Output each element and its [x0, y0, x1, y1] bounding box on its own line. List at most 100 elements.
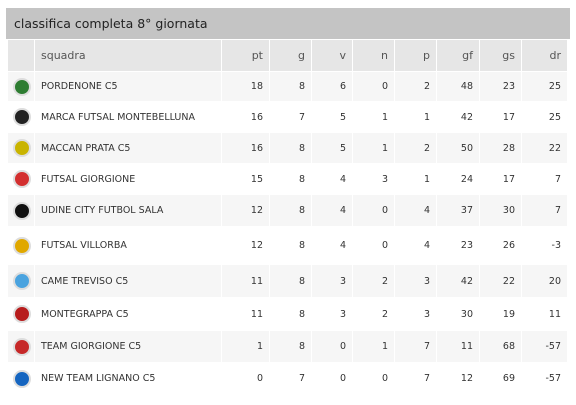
team-logo	[13, 272, 31, 290]
stat-cell: 2	[395, 72, 437, 101]
stat-cell: 4	[312, 227, 353, 264]
stat-cell: 1	[395, 102, 437, 132]
stat-cell: 4	[312, 164, 353, 194]
logo-cell	[8, 102, 35, 132]
team-name: TEAM GIORGIONE C5	[35, 331, 222, 362]
column-header: n	[353, 40, 395, 71]
logo-cell	[8, 298, 35, 330]
stat-cell: 15	[222, 164, 270, 194]
team-logo	[13, 139, 31, 157]
stat-cell: 30	[437, 298, 480, 330]
team-logo	[13, 77, 31, 96]
stat-cell: 1	[395, 164, 437, 194]
stat-cell: 3	[312, 265, 353, 297]
logo-cell	[8, 133, 35, 163]
stat-cell: 26	[480, 227, 522, 264]
stat-cell: 5	[312, 133, 353, 163]
stat-cell: 7	[522, 195, 568, 226]
stat-cell: 2	[395, 133, 437, 163]
logo-cell	[8, 227, 35, 264]
column-header: pt	[222, 40, 270, 71]
stat-cell: 8	[270, 265, 312, 297]
team-name: NEW TEAM LIGNANO C5	[35, 363, 222, 394]
stat-cell: 11	[222, 265, 270, 297]
stat-cell: 0	[222, 363, 270, 394]
logo-cell	[8, 164, 35, 194]
team-name: MACCAN PRATA C5	[35, 133, 222, 163]
stat-cell: 4	[312, 195, 353, 226]
column-header: p	[395, 40, 437, 71]
stat-cell: 17	[480, 102, 522, 132]
stat-cell: 11	[222, 298, 270, 330]
team-name: UDINE CITY FUTBOL SALA	[35, 195, 222, 226]
stat-cell: 69	[480, 363, 522, 394]
stat-cell: 3	[312, 298, 353, 330]
table-title: classifica completa 8° giornata	[6, 8, 570, 39]
team-name: PORDENONE C5	[35, 72, 222, 101]
logo-cell	[8, 265, 35, 297]
stat-cell: 23	[480, 72, 522, 101]
stat-cell: 8	[270, 195, 312, 226]
stat-cell: 2	[353, 265, 395, 297]
stat-cell: 6	[312, 72, 353, 101]
stat-cell: 0	[353, 227, 395, 264]
stat-cell: 5	[312, 102, 353, 132]
stat-cell: 2	[353, 298, 395, 330]
stat-cell: -3	[522, 227, 568, 264]
stat-cell: 1	[353, 331, 395, 362]
stat-cell: 12	[437, 363, 480, 394]
stat-cell: 11	[522, 298, 568, 330]
logo-cell	[8, 195, 35, 226]
stat-cell: 24	[437, 164, 480, 194]
stat-cell: 8	[270, 133, 312, 163]
header-cell	[8, 40, 35, 71]
stat-cell: 7	[270, 102, 312, 132]
stat-cell: 42	[437, 102, 480, 132]
team-logo	[13, 369, 31, 388]
stat-cell: 25	[522, 102, 568, 132]
stat-cell: 12	[222, 195, 270, 226]
stat-cell: 8	[270, 164, 312, 194]
column-header: gs	[480, 40, 522, 71]
stat-cell: 1	[353, 102, 395, 132]
stat-cell: 42	[437, 265, 480, 297]
column-header: g	[270, 40, 312, 71]
stat-cell: 8	[270, 72, 312, 101]
stat-cell: 8	[270, 331, 312, 362]
column-header: gf	[437, 40, 480, 71]
stat-cell: 30	[480, 195, 522, 226]
stat-cell: 0	[353, 72, 395, 101]
stat-cell: 4	[395, 195, 437, 226]
stat-cell: 3	[353, 164, 395, 194]
stat-cell: 37	[437, 195, 480, 226]
stat-cell: 16	[222, 102, 270, 132]
stat-cell: 7	[395, 363, 437, 394]
stat-cell: 1	[353, 133, 395, 163]
team-name: MARCA FUTSAL MONTEBELLUNA	[35, 102, 222, 132]
stat-cell: 12	[222, 227, 270, 264]
stat-cell: 22	[522, 133, 568, 163]
stat-cell: 68	[480, 331, 522, 362]
stat-cell: -57	[522, 363, 568, 394]
stat-cell: 3	[395, 298, 437, 330]
team-name: FUTSAL VILLORBA	[35, 227, 222, 264]
team-logo	[13, 170, 31, 188]
stat-cell: 48	[437, 72, 480, 101]
stat-cell: 11	[437, 331, 480, 362]
stat-cell: -57	[522, 331, 568, 362]
stat-cell: 17	[480, 164, 522, 194]
team-logo	[13, 108, 31, 126]
stat-cell: 20	[522, 265, 568, 297]
stat-cell: 8	[270, 227, 312, 264]
stat-cell: 50	[437, 133, 480, 163]
stat-cell: 0	[312, 331, 353, 362]
team-logo	[13, 305, 31, 323]
stat-cell: 8	[270, 298, 312, 330]
logo-cell	[8, 331, 35, 362]
column-header: v	[312, 40, 353, 71]
column-header: dr	[522, 40, 568, 71]
column-header: squadra	[35, 40, 222, 71]
logo-cell	[8, 363, 35, 394]
stat-cell: 7	[270, 363, 312, 394]
